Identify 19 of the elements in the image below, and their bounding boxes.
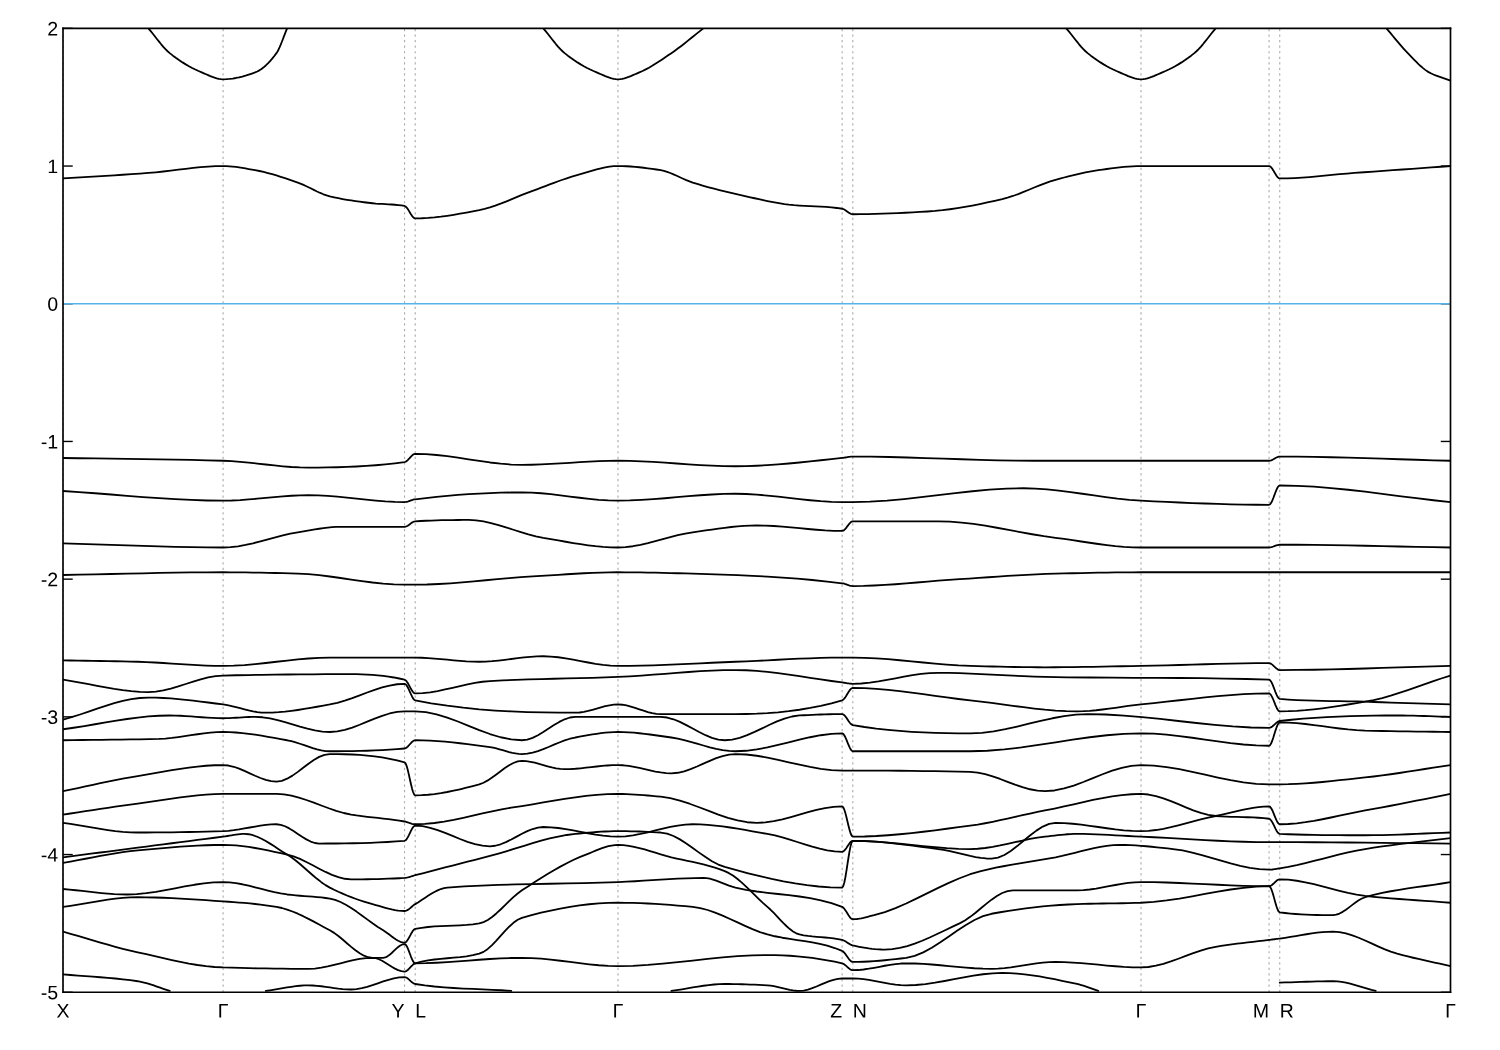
y-tick-label: -5: [41, 985, 58, 1000]
y-tick-label: -4: [41, 848, 58, 862]
x-tick-label: Γ: [614, 1004, 623, 1018]
y-tick-label: -1: [41, 435, 58, 449]
x-tick-label: X: [56, 1004, 70, 1018]
y-tick-label: 1: [48, 159, 58, 174]
x-tick-label: R: [1281, 1004, 1293, 1018]
y-tick-label: -2: [41, 572, 58, 587]
x-tick-label: Y: [392, 1004, 405, 1018]
x-tick-label: Z: [830, 1004, 842, 1018]
x-tick-label: Γ: [219, 1004, 228, 1018]
x-tick-label: M: [1254, 1004, 1268, 1018]
x-tick-label: N: [854, 1004, 866, 1018]
y-tick-label: 0: [48, 297, 58, 311]
y-tick-label: -3: [41, 710, 58, 725]
x-tick-label: Γ: [1137, 1004, 1146, 1018]
y-tick-label: 2: [48, 21, 58, 36]
x-tick-label: Γ: [1446, 1004, 1456, 1018]
x-tick-label: L: [416, 1004, 426, 1018]
